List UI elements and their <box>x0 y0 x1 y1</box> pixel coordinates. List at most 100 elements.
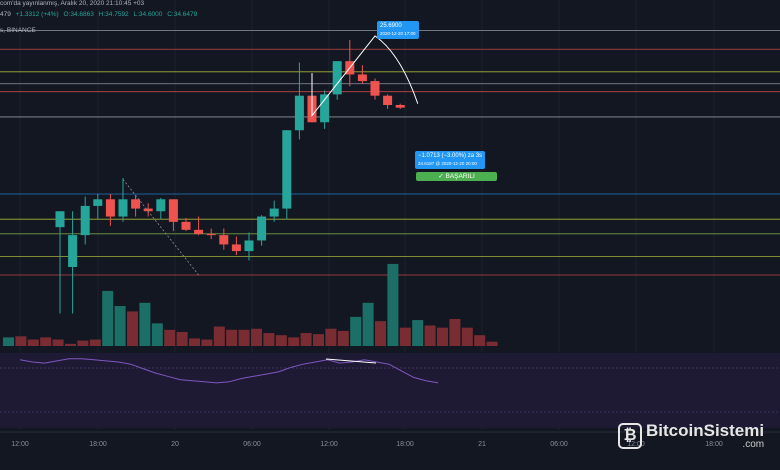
volume-bar <box>102 290 114 346</box>
candle-body <box>219 235 229 245</box>
volume-bar <box>412 320 424 346</box>
candle-body <box>181 221 191 230</box>
candle-body <box>131 199 141 209</box>
x-tick-label: 18:00 <box>89 441 107 448</box>
candle-body <box>68 235 78 268</box>
publish-text: com'da yayınlanmış, Aralık 20, 2020 21:1… <box>0 0 145 7</box>
site-logo: ₿ BitcoinSistemi .com <box>618 422 764 450</box>
x-tick-label: 12:00 <box>627 441 645 448</box>
logo-name: BitcoinSistemi <box>646 421 765 440</box>
candle-body <box>118 199 128 217</box>
volume-bar <box>263 333 275 346</box>
rsi-line <box>19 358 439 384</box>
x-tick-label: 12:00 <box>11 441 29 448</box>
candle-body <box>320 94 330 123</box>
publish-info: com'da yayınlanmış, Aralık 20, 2020 21:1… <box>0 0 147 8</box>
candle-body <box>93 199 103 206</box>
rsi-divergence-line <box>325 358 377 364</box>
volume-bar <box>300 333 312 346</box>
candle-body <box>383 95 393 105</box>
candle-body <box>370 81 380 96</box>
volume-bar <box>275 335 287 346</box>
last-price-fragment: 479 <box>0 11 11 18</box>
volume-bar <box>139 302 151 346</box>
candle-body <box>257 216 267 241</box>
result-change: −1.0713 (−3.00%) za 3s <box>418 153 483 159</box>
volume-bar <box>189 338 200 346</box>
volume-bar <box>52 339 64 346</box>
volume-bar <box>176 331 188 346</box>
rsi-panel <box>0 353 780 428</box>
candle-body <box>80 205 90 236</box>
volume-bar <box>89 339 101 346</box>
candle-body <box>357 74 367 82</box>
candle-body <box>282 130 292 209</box>
peak-callout: 25.6900 2020-12-20 17:00 <box>377 21 419 39</box>
high-value: H:34.7592 <box>98 11 129 18</box>
forecast-path <box>311 35 419 118</box>
bitcoin-icon: ₿ <box>618 423 642 449</box>
volume-bar <box>238 329 250 346</box>
volume-bar <box>375 321 386 346</box>
candle-body <box>395 104 405 108</box>
success-badge: ✓ BAŞARILI <box>416 172 497 181</box>
candle-body <box>244 240 254 252</box>
x-tick-label: 06:00 <box>243 441 261 448</box>
volume-bar <box>288 337 300 346</box>
volume-bar <box>3 337 14 346</box>
low-value: L:34.6000 <box>133 11 163 18</box>
x-tick-label: 12:00 <box>320 441 338 448</box>
x-tick-label: 18:00 <box>705 441 723 448</box>
volume-bar <box>114 306 126 346</box>
volume-bar <box>40 337 52 346</box>
volume-bar <box>337 330 349 346</box>
volume-bar <box>65 343 76 346</box>
volume-bar <box>201 339 213 346</box>
candle-body <box>269 208 279 217</box>
volume-bar <box>424 325 436 346</box>
volume-bar <box>127 311 138 346</box>
volume-bar <box>362 302 374 346</box>
candle-body <box>194 229 204 234</box>
candle-body <box>55 211 65 228</box>
volume-bar <box>399 327 411 346</box>
volume-bar <box>151 323 163 346</box>
volume-bar <box>350 316 362 346</box>
volume-bar <box>474 335 486 346</box>
price-change: +1.3312 (+4%) <box>15 11 59 18</box>
volume-bar <box>313 334 324 346</box>
peak-time: 2020-12-20 17:00 <box>380 31 416 36</box>
exchange-label: s, BINANCE <box>0 27 36 34</box>
volume-bar <box>213 326 225 346</box>
volume-bar <box>461 327 473 346</box>
volume-bar <box>449 319 461 346</box>
candle-body <box>143 208 153 212</box>
x-tick-label: 20 <box>171 441 179 448</box>
result-callout: −1.0713 (−3.00%) za 3s 34.6187 @ 2020-12… <box>415 151 486 169</box>
success-label: BAŞARILI <box>445 173 475 180</box>
volume-bar <box>15 336 27 346</box>
candle-body <box>206 233 216 236</box>
logo-suffix: .com <box>742 439 765 450</box>
peak-value: 25.6900 <box>380 23 402 29</box>
candle-body <box>294 95 304 131</box>
ohlc-readout: 479 +1.3312 (+4%) O:34.6863 H:34.7592 L:… <box>0 11 200 19</box>
symbol-exchange: s, BINANCE <box>0 27 39 35</box>
volume-bar <box>486 341 498 346</box>
result-detail: 34.6187 @ 2020-12-20 20:00 <box>418 161 477 166</box>
volume-bar <box>387 263 399 346</box>
volume-bar <box>437 327 448 346</box>
close-value: C:34.6479 <box>167 11 198 18</box>
trend-line <box>122 179 199 276</box>
volume-bar <box>27 339 39 346</box>
candle-body <box>156 199 166 212</box>
volume-bar <box>226 329 238 346</box>
open-value: O:34.6863 <box>63 11 94 18</box>
volume-bar <box>164 329 176 346</box>
candle-body <box>105 199 115 217</box>
volume-bar <box>325 328 337 346</box>
candle-body <box>332 61 342 95</box>
check-icon: ✓ <box>438 173 446 180</box>
